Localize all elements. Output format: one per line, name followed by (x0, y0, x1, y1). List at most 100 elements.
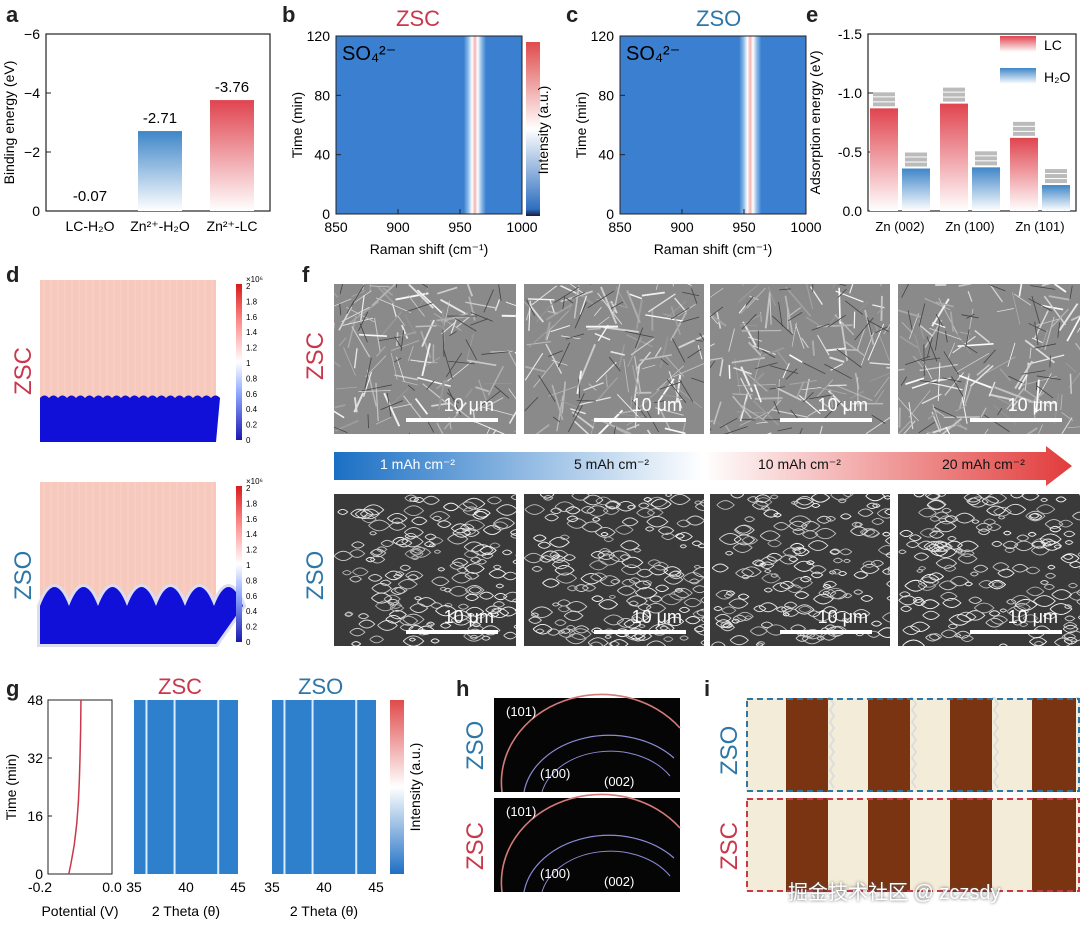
scale-label: 10 μm (817, 607, 868, 627)
slab-model (1013, 121, 1035, 126)
moss-fiber (955, 630, 971, 639)
flake (901, 321, 913, 334)
flake (1033, 406, 1036, 420)
x-tick-label: 900 (670, 219, 694, 235)
moss-fiber (860, 563, 880, 574)
flake-edge (574, 302, 587, 329)
flake (623, 358, 629, 393)
moss-fiber (753, 605, 767, 613)
flake (976, 364, 991, 376)
flake (379, 310, 403, 338)
flake-edge (761, 350, 776, 359)
flake (347, 315, 357, 349)
moss-fiber (679, 544, 688, 549)
flake (869, 362, 890, 366)
colorbar-tick: 1.4 (246, 328, 258, 337)
flake-edge (1034, 321, 1039, 346)
moss-fiber (761, 573, 781, 584)
flake (830, 389, 833, 408)
flake (1067, 426, 1080, 429)
moss-fiber (782, 608, 800, 617)
flake (673, 363, 704, 378)
ring-100 (523, 834, 675, 893)
panel-i-optical (746, 697, 1080, 892)
moss-fiber (793, 547, 810, 557)
moss-fiber (444, 602, 453, 608)
legend-label-h2o: H₂O (1044, 69, 1071, 85)
flake (375, 382, 379, 422)
flake (657, 378, 675, 404)
moss-fiber (1018, 621, 1029, 627)
flake (559, 400, 578, 408)
flake-edge (557, 342, 571, 368)
flake (963, 386, 972, 409)
moss-fiber (375, 600, 396, 612)
flake (1017, 374, 1028, 390)
flake (421, 319, 435, 348)
moss-fiber (1040, 580, 1049, 585)
flake (996, 397, 1021, 411)
pattern-background (494, 798, 680, 892)
flake (670, 306, 681, 336)
flake (481, 406, 515, 417)
moss-fiber (900, 605, 913, 612)
flake (391, 403, 413, 409)
xrd-heatmap-field (272, 700, 376, 874)
colorbar-tick: 1 (246, 359, 251, 368)
moss-fiber (823, 580, 838, 588)
moss-fiber (782, 612, 790, 617)
moss-fiber (866, 502, 879, 509)
flake (467, 359, 497, 367)
scale-bar (594, 630, 686, 634)
flake (1034, 318, 1059, 327)
sem-image-zsc-1: 10 μm (334, 284, 516, 434)
zinc-electrode (868, 798, 910, 892)
flake (957, 343, 994, 347)
flake (949, 311, 955, 332)
moss-fiber (940, 591, 958, 602)
moss-fiber (1051, 589, 1073, 600)
flake (931, 298, 950, 327)
flake-edge (710, 360, 716, 369)
moss-fiber (524, 552, 544, 564)
flake (732, 395, 752, 419)
flake (935, 301, 954, 308)
moss-fiber (452, 558, 469, 567)
scale-bar (406, 418, 498, 422)
slab-model (975, 156, 997, 161)
flake (752, 399, 780, 426)
moss-fiber (567, 585, 578, 592)
flake-edge (824, 363, 852, 379)
flake (898, 419, 913, 434)
moss-fiber (837, 498, 847, 504)
moss-fiber (843, 494, 854, 497)
moss-fiber (465, 593, 480, 602)
scale-bar (970, 630, 1062, 634)
panel-d-row-zsc: ZSC (10, 347, 37, 395)
moss-fiber (917, 581, 937, 591)
flake (757, 346, 785, 359)
flake (661, 394, 684, 399)
moss-fiber (693, 564, 701, 569)
bar-lc (870, 108, 898, 211)
moss-fiber (986, 505, 1006, 516)
flake (945, 426, 951, 434)
moss-fiber (557, 605, 571, 613)
moss-fiber (610, 579, 621, 585)
moss-fiber (965, 610, 986, 621)
moss-fiber (956, 549, 967, 555)
flake-edge (854, 317, 874, 341)
flake (1026, 427, 1038, 434)
moss-fiber (642, 612, 652, 618)
moss-fiber (829, 549, 841, 555)
flake-edge (634, 327, 644, 349)
sem-background (524, 494, 704, 646)
moss-fiber (1033, 595, 1056, 607)
flake-edge (393, 357, 402, 363)
moss-fiber (1068, 582, 1078, 589)
flake (1043, 295, 1067, 326)
y-tick-label: 40 (598, 147, 614, 163)
y-tick-label: -1.5 (838, 26, 862, 42)
moss-fiber (755, 642, 764, 646)
moss-fiber (678, 606, 691, 613)
